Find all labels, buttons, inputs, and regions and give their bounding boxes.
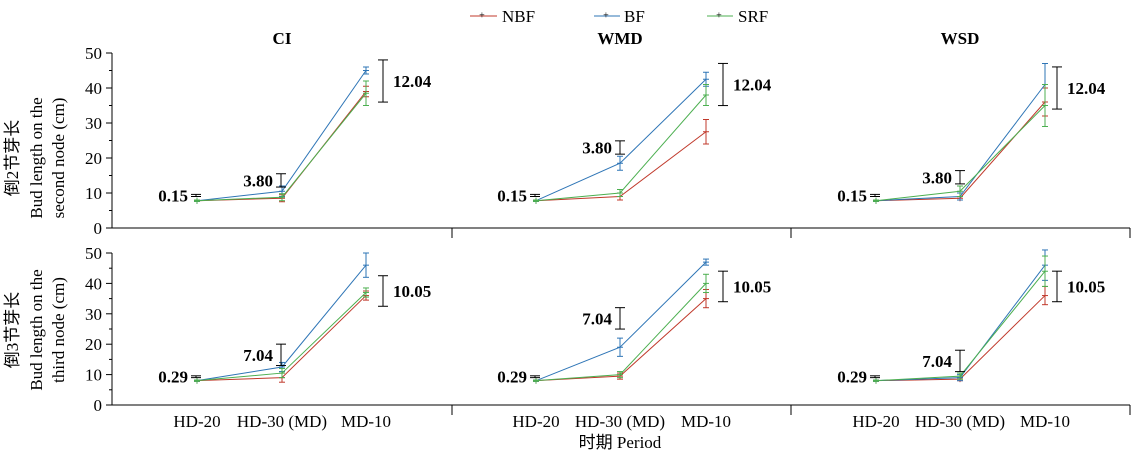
y-tick-label: 0 [94,219,103,238]
panel-0-1: 0.15 3.80 12.04 [497,62,772,205]
lsd-label: 0.29 [837,368,867,387]
y-tick-label: 40 [85,79,102,98]
x-tick-label: HD-30 (MD) [575,412,665,431]
lsd-label: 0.29 [497,368,527,387]
y-tick-label: 0 [94,396,103,415]
y-tick-label: 30 [85,114,102,133]
panel-title-wmd: WMD [597,29,642,48]
y-tick-label: 40 [85,274,102,293]
legend-bf-marker: + [603,11,609,22]
lsd-label: 0.15 [158,186,188,205]
legend-nbf-label: NBF [502,7,535,26]
y-tick-label: 20 [85,149,102,168]
panel-1-2: 0.29 7.04 10.05 [837,249,1105,387]
y-tick-label: 50 [85,244,102,263]
row-label-bottom-cn: 倒3节芽长 [3,292,22,369]
lsd-label: 10.05 [1067,277,1105,296]
panel-1-0: 0.29 7.04 10.05 [158,252,431,387]
legend-item-bf: + BF [594,7,645,26]
row-label-bottom-en1: Bud length on the [27,269,46,390]
x-tick-label: HD-20 [173,412,220,431]
series-line-srf [535,94,707,202]
series-line-srf [535,283,707,382]
x-tick-label: HD-30 (MD) [915,412,1005,431]
lsd-label: 7.04 [243,346,273,365]
lsd-label: 7.04 [582,309,612,328]
x-tick-label: HD-20 [512,412,559,431]
row-label-bottom: 倒3节芽长 Bud length on the third node (cm) [3,269,68,390]
panel-title-wsd: WSD [941,29,980,48]
x-tick-label: MD-10 [341,412,391,431]
lsd-label: 12.04 [393,72,432,91]
y-tick-label: 10 [85,184,102,203]
lsd-label: 3.80 [582,139,612,158]
row-label-top-en1: Bud length on the [27,97,46,218]
y-tick-label: 30 [85,305,102,324]
y-tick-label: 10 [85,366,102,385]
lsd-label: 12.04 [1067,79,1106,98]
series-line-bf [535,78,707,202]
lsd-label: 10.05 [393,282,431,301]
panel-0-0: 0.15 3.80 12.04 [158,59,432,205]
axes-layer: 0 10 20 30 40 50 0 10 20 30 40 50 HD-20 HD-30 (MD) MD-… [85,44,1131,431]
row-label-top-en2: second node (cm) [49,98,68,219]
legend-srf-marker: + [716,11,722,22]
row-label-bottom-en2: third node (cm) [49,277,68,383]
lsd-label: 3.80 [243,171,273,190]
legend: + NBF + BF + SRF [470,7,768,26]
legend-srf-label: SRF [738,7,768,26]
y-tick-label: 50 [85,44,102,63]
x-tick-label: HD-20 [852,412,899,431]
legend-item-nbf: + NBF [470,7,535,26]
y-tick-label: 20 [85,335,102,354]
row-label-top-cn: 倒2节芽长 [3,120,22,197]
plot-layer: 0.153.8012.040.153.8012.040.153.8012.040… [158,59,1106,387]
x-tick-label: HD-30 (MD) [237,412,327,431]
panel-1-1: 0.29 7.04 10.05 [497,258,771,387]
x-tick-label: MD-10 [1020,412,1070,431]
panel-title-ci: CI [273,29,292,48]
legend-nbf-marker: + [479,11,485,22]
lsd-label: 7.04 [922,352,952,371]
legend-item-srf: + SRF [707,7,768,26]
series-line-nbf [535,131,707,202]
lsd-label: 10.05 [733,277,771,296]
lsd-label: 0.29 [158,368,188,387]
panel-0-2: 0.15 3.80 12.04 [837,63,1106,205]
lsd-label: 12.04 [733,76,772,95]
x-axis-title: 时期 Period [579,433,662,452]
x-tick-label: MD-10 [681,412,731,431]
legend-bf-label: BF [624,7,645,26]
lsd-label: 0.15 [497,186,527,205]
lsd-label: 0.15 [837,186,867,205]
lsd-label: 3.80 [922,168,952,187]
row-label-top: 倒2节芽长 Bud length on the second node (cm) [3,97,68,218]
